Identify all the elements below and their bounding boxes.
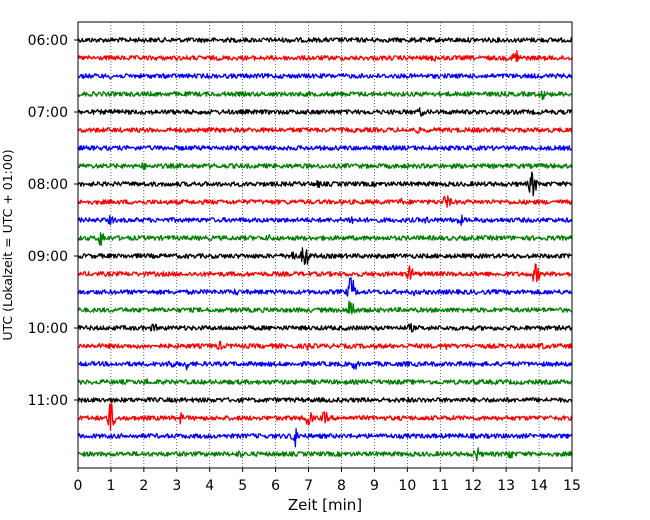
y-tick-label: 07:00 [28, 105, 68, 121]
x-tick-label: 13 [497, 478, 515, 494]
trace-0645 [77, 90, 573, 101]
trace-0600 [77, 37, 573, 44]
y-tick-label: 10:00 [28, 321, 68, 337]
x-tick-label: 0 [74, 478, 83, 494]
y-tick-label: 06:00 [28, 33, 68, 49]
x-tick-label: 3 [172, 478, 181, 494]
x-tick-label: 15 [563, 478, 581, 494]
trace-0730 [77, 145, 573, 151]
trace-0615 [77, 49, 573, 63]
trace-0815 [77, 195, 573, 208]
trace-1030 [77, 360, 573, 371]
x-tick-label: 1 [106, 478, 115, 494]
trace-0800 [77, 171, 573, 197]
trace-1000 [77, 322, 573, 333]
plot-frame [77, 21, 573, 469]
trace-0930 [77, 277, 573, 297]
y-axis: 06:00 07:00 08:00 09:00 10:00 11:00 [28, 33, 78, 409]
x-axis: 0 1 2 3 4 5 6 7 8 9 10 11 12 13 14 15 [74, 468, 581, 494]
trace-1100 [77, 396, 573, 403]
trace-0830 [77, 214, 573, 226]
trace-1115 [77, 402, 573, 431]
x-axis-label: Zeit [min] [288, 496, 362, 514]
x-tick-label: 6 [271, 478, 280, 494]
trace-0630 [77, 73, 573, 80]
y-tick-label: 08:00 [28, 177, 68, 193]
x-tick-label: 2 [139, 478, 148, 494]
trace-0945 [77, 300, 573, 315]
trace-0915 [77, 263, 573, 283]
x-tick-label: 12 [464, 478, 482, 494]
y-tick-label: 09:00 [28, 249, 68, 265]
y-tick-label: 11:00 [28, 393, 68, 409]
x-tick-label: 14 [530, 478, 548, 494]
y-axis-label: UTC (Lokalzeit = UTC + 01:00) [0, 149, 15, 340]
trace-0845 [77, 232, 573, 246]
trace-1015 [77, 340, 573, 351]
x-tick-label: 9 [370, 478, 379, 494]
x-tick-label: 4 [205, 478, 214, 494]
x-tick-label: 8 [337, 478, 346, 494]
x-tick-label: 7 [304, 478, 313, 494]
trace-0700 [77, 107, 573, 117]
trace-0900 [77, 247, 573, 265]
trace-0715 [77, 126, 573, 134]
traces [77, 37, 573, 462]
trace-1045 [77, 378, 573, 386]
x-tick-label: 10 [398, 478, 416, 494]
trace-1145 [77, 447, 573, 462]
x-tick-label: 5 [238, 478, 247, 494]
x-tick-label: 11 [431, 478, 449, 494]
trace-0745 [77, 162, 573, 171]
trace-1130 [77, 428, 573, 448]
